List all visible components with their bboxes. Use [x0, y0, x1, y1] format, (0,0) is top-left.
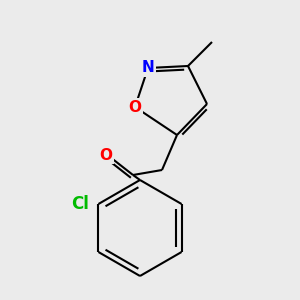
Text: O: O	[128, 100, 142, 115]
Text: O: O	[100, 148, 112, 163]
Text: N: N	[142, 61, 154, 76]
Text: Cl: Cl	[71, 195, 89, 213]
